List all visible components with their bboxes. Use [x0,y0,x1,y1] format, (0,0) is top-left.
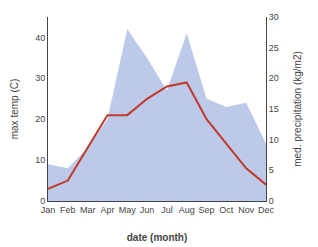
svg-text:10: 10 [35,155,45,165]
svg-text:0: 0 [40,196,45,206]
svg-text:date (month): date (month) [127,232,188,243]
svg-text:med. precipitation (kg/m2): med. precipitation (kg/m2) [292,51,303,167]
svg-text:30: 30 [35,73,45,83]
svg-text:max temp (C): max temp (C) [9,79,20,140]
svg-text:20: 20 [35,114,45,124]
svg-text:Dec: Dec [258,205,275,215]
svg-text:30: 30 [269,12,279,22]
svg-text:Apr: Apr [100,205,114,215]
svg-text:Mar: Mar [80,205,96,215]
svg-text:5: 5 [269,165,274,175]
svg-text:Sep: Sep [199,205,215,215]
svg-text:20: 20 [269,73,279,83]
svg-text:40: 40 [35,33,45,43]
svg-text:10: 10 [269,135,279,145]
svg-text:0: 0 [269,196,274,206]
svg-text:Jul: Jul [161,205,173,215]
svg-text:Jun: Jun [140,205,155,215]
svg-text:Nov: Nov [238,205,255,215]
svg-text:Oct: Oct [219,205,234,215]
svg-text:Aug: Aug [179,205,195,215]
svg-text:May: May [119,205,137,215]
svg-text:Feb: Feb [60,205,76,215]
svg-text:25: 25 [269,43,279,53]
svg-text:Jan: Jan [41,205,56,215]
svg-text:15: 15 [269,104,279,114]
